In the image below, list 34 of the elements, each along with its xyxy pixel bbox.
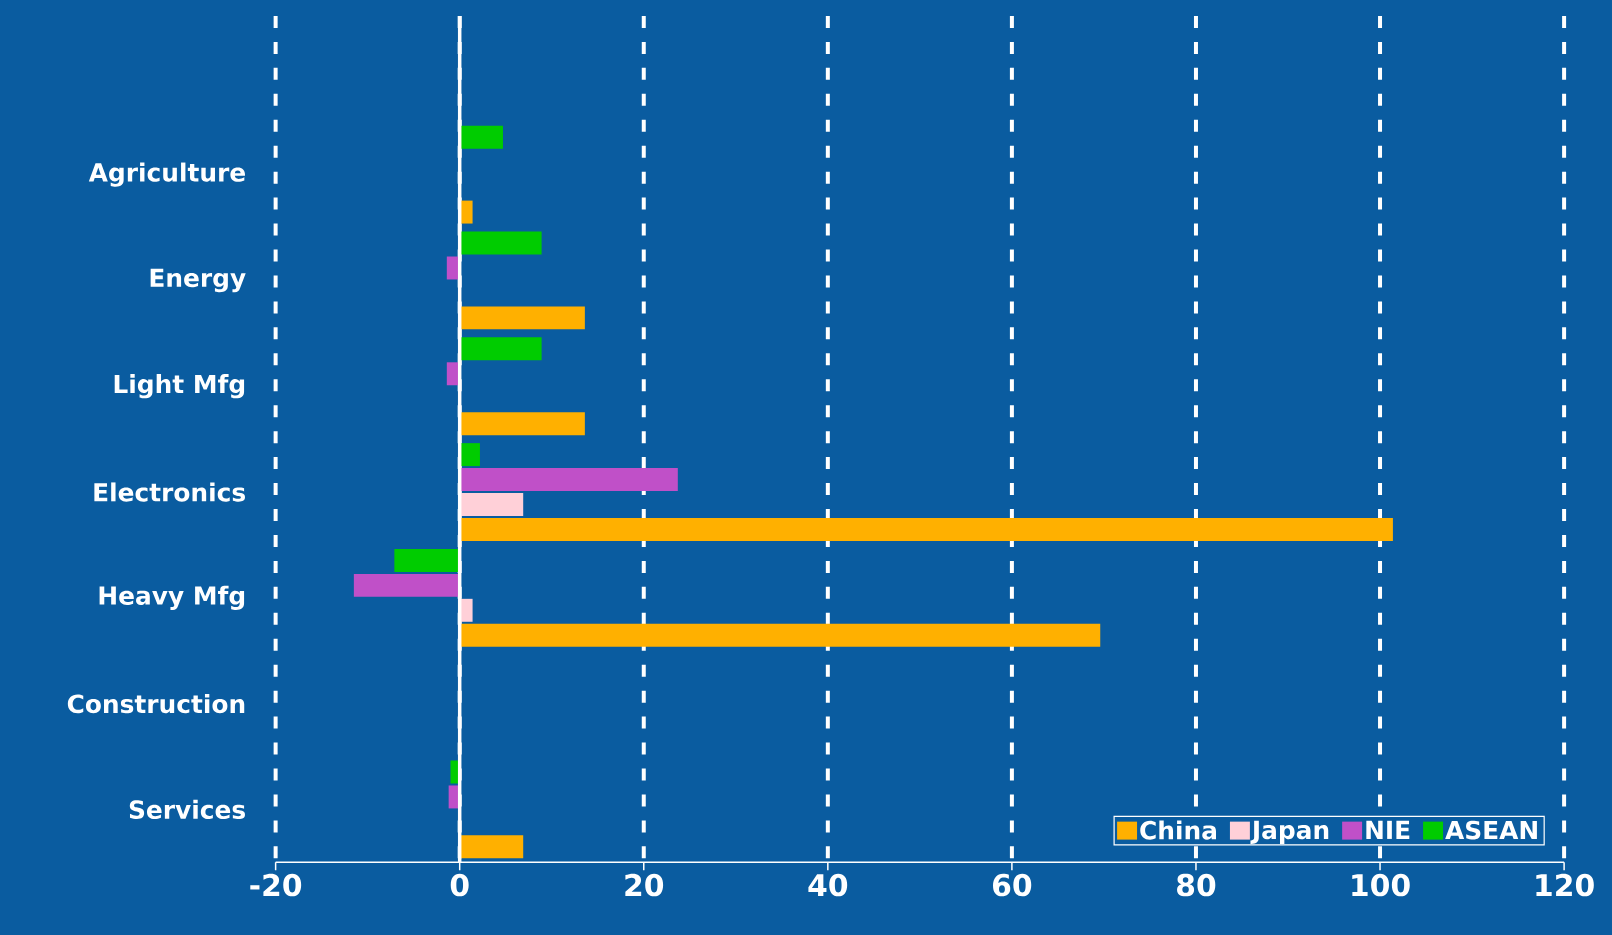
legend-label: China (1140, 820, 1217, 840)
bar (459, 468, 678, 491)
bar (459, 337, 542, 361)
y-tick-label: Electronics (94, 482, 245, 502)
x-tick-label: 80 (1177, 873, 1216, 897)
bar (394, 548, 460, 572)
bar (353, 573, 460, 597)
x-tick-label: 0 (450, 873, 469, 897)
bar (459, 200, 473, 224)
y-tick-label: Construction (67, 693, 245, 714)
bar (459, 598, 473, 622)
y-tick-label: Light Mfg (114, 374, 245, 399)
x-tick-label: -20 (250, 873, 302, 897)
y-tick-label: Services (129, 799, 245, 819)
bar (459, 231, 542, 255)
bar (459, 443, 480, 467)
x-tick-label: 100 (1352, 873, 1410, 897)
bar (459, 125, 503, 149)
legend-label: ASEAN (1445, 820, 1537, 840)
bar (459, 412, 585, 436)
bar (459, 835, 524, 859)
bar (459, 306, 585, 330)
bar (459, 623, 1101, 647)
x-tick-label: 20 (625, 873, 664, 897)
x-tick-label: 120 (1536, 873, 1594, 897)
x-tick-label: 40 (808, 873, 848, 897)
y-tick-label: Heavy Mfg (99, 585, 245, 610)
bar (459, 517, 1393, 541)
legend-label: NIE (1366, 820, 1410, 839)
x-tick-label: 60 (993, 873, 1032, 897)
legend-label: Japan (1250, 820, 1329, 845)
bar (459, 492, 524, 516)
y-tick-label: Agriculture (88, 162, 245, 187)
y-tick-label: Energy (150, 268, 246, 293)
